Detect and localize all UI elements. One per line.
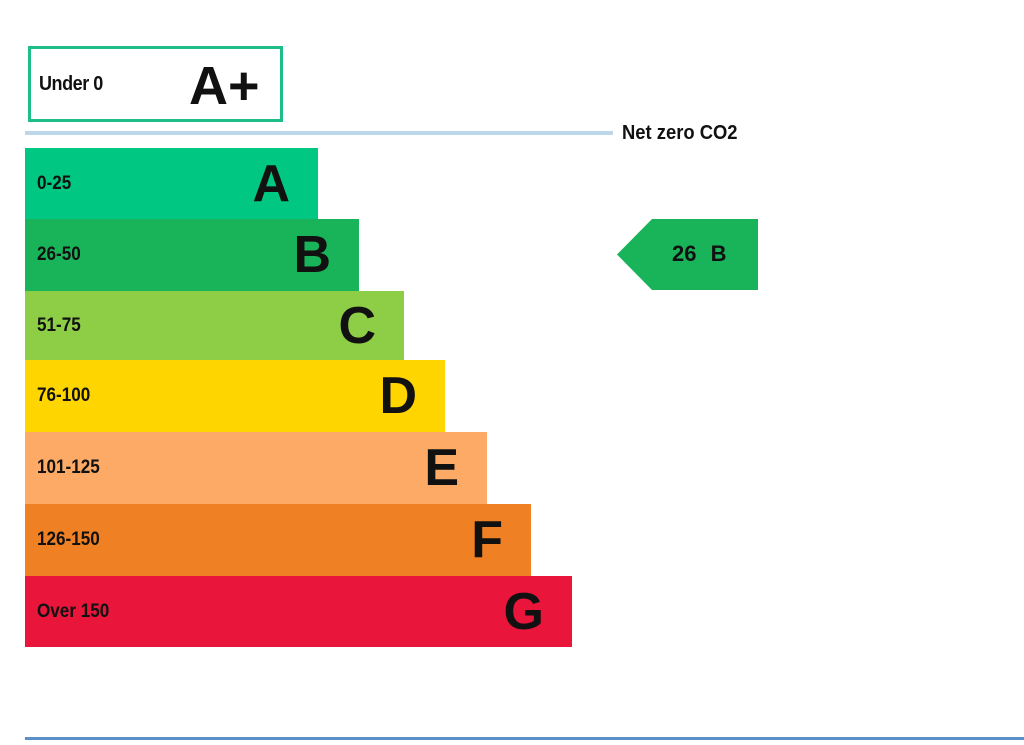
band-letter: A+ xyxy=(189,56,260,116)
arrow-shape xyxy=(617,219,758,290)
bottom-divider xyxy=(25,737,1024,740)
band-range: 126-150 xyxy=(37,529,100,550)
band-range: 101-125 xyxy=(37,457,100,478)
band-a: 0-25 A xyxy=(25,148,318,219)
band-letter: D xyxy=(379,367,417,425)
band-letter: C xyxy=(338,296,376,355)
band-letter: A xyxy=(252,154,290,213)
band-b: 26-50 B xyxy=(25,219,359,291)
net-zero-label: Net zero CO2 xyxy=(622,122,738,144)
band-range: 76-100 xyxy=(37,385,91,406)
net-zero-line xyxy=(25,131,613,135)
band-letter: E xyxy=(424,439,459,497)
band-range: Under 0 xyxy=(39,73,103,95)
band-f: 126-150 F xyxy=(25,504,531,576)
band-letter: G xyxy=(503,582,544,641)
band-e: 101-125 E xyxy=(25,432,487,504)
band-range: Over 150 xyxy=(37,600,110,622)
band-range: 0-25 xyxy=(37,172,72,194)
band-range: 26-50 xyxy=(37,244,81,265)
band-a-plus: Under 0 A+ xyxy=(28,46,283,122)
band-c: 51-75 C xyxy=(25,291,404,360)
current-rating-arrow: 26 B xyxy=(617,219,758,290)
current-rating-label: 26 B xyxy=(672,241,727,266)
band-letter: F xyxy=(471,511,503,569)
band-range: 51-75 xyxy=(37,314,81,336)
band-d: 76-100 D xyxy=(25,360,445,432)
band-g: Over 150 G xyxy=(25,576,572,647)
band-letter: B xyxy=(293,226,331,284)
